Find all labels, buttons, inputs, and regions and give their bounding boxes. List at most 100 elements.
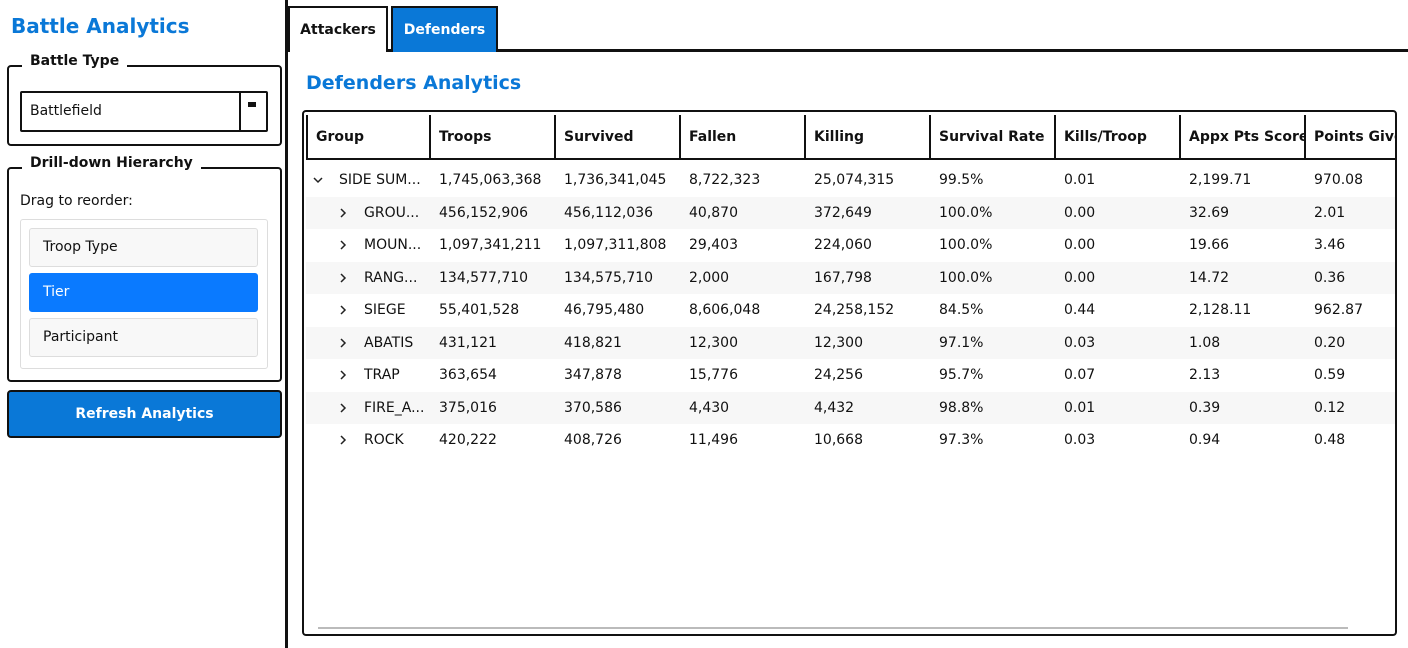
data-cell: 0.07 bbox=[1064, 367, 1096, 383]
data-cell: 456,152,906 bbox=[439, 204, 529, 221]
data-cell: 1,745,063,368 bbox=[439, 172, 542, 188]
group-cell: TRAP bbox=[364, 367, 400, 383]
data-cell: 0.94 bbox=[1189, 432, 1221, 448]
data-cell: 0.36 bbox=[1314, 269, 1346, 286]
data-cell: 2.01 bbox=[1314, 204, 1346, 221]
column-header[interactable]: Survived bbox=[556, 115, 681, 160]
data-cell: 0.20 bbox=[1314, 334, 1346, 351]
combo-button[interactable] bbox=[248, 102, 256, 107]
data-cell: 0.00 bbox=[1064, 237, 1096, 253]
data-cell: 100.0% bbox=[939, 204, 993, 221]
data-cell: 24,258,152 bbox=[814, 302, 895, 318]
refresh-button[interactable]: Refresh Analytics bbox=[7, 390, 282, 438]
data-cell: 962.87 bbox=[1314, 302, 1363, 318]
data-cell: 363,654 bbox=[439, 367, 497, 383]
column-header[interactable]: Survival Rate bbox=[931, 115, 1056, 160]
data-cell: 40,870 bbox=[689, 204, 738, 221]
column-header[interactable]: Fallen bbox=[681, 115, 806, 160]
expander[interactable] bbox=[313, 175, 323, 185]
data-cell: 11,496 bbox=[689, 432, 738, 448]
data-cell: 372,649 bbox=[814, 204, 872, 221]
expander[interactable] bbox=[338, 370, 348, 380]
group-cell: ROCK bbox=[364, 432, 404, 448]
data-cell: 431,121 bbox=[439, 334, 497, 351]
data-cell: 0.48 bbox=[1314, 432, 1346, 448]
data-cell: 0.44 bbox=[1064, 302, 1096, 318]
data-cell: 25,074,315 bbox=[814, 172, 895, 188]
data-cell: 2.13 bbox=[1189, 367, 1221, 383]
data-cell: 2,128.11 bbox=[1189, 302, 1252, 318]
data-cell: 134,575,710 bbox=[564, 269, 654, 286]
chevron bbox=[340, 207, 347, 218]
data-cell: 0.39 bbox=[1189, 399, 1221, 416]
data-cell: 0.01 bbox=[1064, 172, 1096, 188]
expander[interactable] bbox=[338, 305, 348, 315]
scrollbar[interactable] bbox=[318, 627, 1348, 629]
group-cell: FIRE_A... bbox=[364, 399, 425, 416]
data-cell: 224,060 bbox=[814, 237, 872, 253]
data-cell: 0.12 bbox=[1314, 399, 1346, 416]
tab-line bbox=[288, 49, 1408, 52]
data-cell: 4,432 bbox=[814, 399, 855, 416]
hint: Drag to reorder: bbox=[20, 193, 133, 209]
list-box bbox=[20, 219, 268, 369]
chevron bbox=[340, 370, 347, 380]
expander[interactable] bbox=[338, 435, 348, 445]
column-header[interactable]: Troops bbox=[431, 115, 556, 160]
expander[interactable] bbox=[338, 207, 348, 218]
data-cell: 1.08 bbox=[1189, 334, 1221, 351]
data-cell: 0.03 bbox=[1064, 432, 1096, 448]
hierarchy-item[interactable]: Tier bbox=[29, 273, 258, 312]
hierarchy-item[interactable]: Participant bbox=[29, 318, 258, 357]
combo-box[interactable]: Battlefield bbox=[20, 91, 268, 132]
data-cell: 12,300 bbox=[689, 334, 738, 351]
column-header[interactable]: Killing bbox=[806, 115, 931, 160]
data-cell: 0.00 bbox=[1064, 269, 1096, 286]
data-cell: 12,300 bbox=[814, 334, 863, 351]
group-legend: Battle Type bbox=[22, 53, 128, 69]
data-cell: 14.72 bbox=[1189, 269, 1230, 286]
data-cell: 2,000 bbox=[689, 269, 730, 286]
data-cell: 0.03 bbox=[1064, 334, 1096, 351]
expander[interactable] bbox=[338, 272, 348, 283]
column-header[interactable]: Kills/Troop bbox=[1056, 115, 1181, 160]
data-cell: 1,736,341,045 bbox=[564, 172, 667, 188]
battle-type-group bbox=[7, 65, 282, 146]
chevron bbox=[340, 272, 347, 283]
app-title: Battle Analytics bbox=[11, 14, 190, 38]
data-cell: 0.59 bbox=[1314, 367, 1346, 383]
data-cell: 418,821 bbox=[564, 334, 622, 351]
row-shade bbox=[306, 196, 1395, 229]
data-cell: 32.69 bbox=[1189, 204, 1230, 221]
chevron bbox=[340, 402, 347, 413]
group-cell: ABATIS bbox=[364, 334, 414, 351]
tab[interactable]: Defenders bbox=[391, 6, 498, 52]
data-cell: 97.1% bbox=[939, 334, 984, 351]
tab[interactable]: Attackers bbox=[288, 6, 388, 52]
divider bbox=[239, 93, 241, 130]
data-cell: 370,586 bbox=[564, 399, 622, 416]
data-cell: 1,097,311,808 bbox=[564, 237, 667, 253]
data-cell: 2,199.71 bbox=[1189, 172, 1252, 188]
data-cell: 408,726 bbox=[564, 432, 622, 448]
group-cell: SIDE SUM... bbox=[339, 172, 421, 188]
chevron bbox=[313, 177, 323, 184]
data-cell: 46,795,480 bbox=[564, 302, 645, 318]
data-cell: 10,668 bbox=[814, 432, 863, 448]
row-shade bbox=[306, 391, 1395, 424]
column-header[interactable]: Points Given bbox=[1306, 115, 1395, 160]
column-header[interactable]: Appx Pts Score bbox=[1181, 115, 1306, 160]
data-cell: 375,016 bbox=[439, 399, 497, 416]
chevron bbox=[340, 305, 347, 315]
chevron bbox=[340, 435, 347, 445]
expander[interactable] bbox=[338, 240, 348, 250]
data-cell: 970.08 bbox=[1314, 172, 1363, 188]
hierarchy-item[interactable]: Troop Type bbox=[29, 228, 258, 267]
expander[interactable] bbox=[338, 402, 348, 413]
column-header[interactable]: Group bbox=[306, 115, 431, 160]
data-cell: 97.3% bbox=[939, 432, 984, 448]
data-cell: 0.01 bbox=[1064, 399, 1096, 416]
expander[interactable] bbox=[338, 337, 348, 348]
data-cell: 420,222 bbox=[439, 432, 497, 448]
